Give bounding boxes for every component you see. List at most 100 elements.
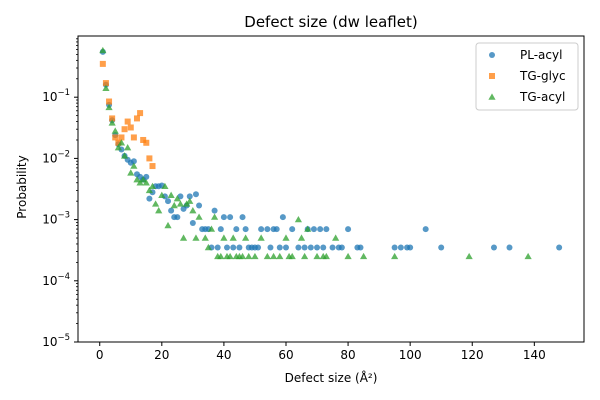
data-point xyxy=(186,197,194,204)
data-point xyxy=(146,195,153,202)
data-point xyxy=(391,244,398,251)
data-point xyxy=(329,244,336,251)
data-point xyxy=(344,252,352,260)
legend-frame xyxy=(475,42,579,111)
data-point xyxy=(239,214,246,221)
x-tick-label: 40 xyxy=(216,348,231,362)
legend-item: TG-acyl xyxy=(488,90,565,104)
data-point xyxy=(245,252,253,260)
data-point xyxy=(313,252,321,260)
data-point xyxy=(195,213,203,220)
legend-marker xyxy=(488,93,496,100)
data-point xyxy=(236,244,243,251)
data-point xyxy=(465,252,473,260)
data-point xyxy=(210,213,219,220)
data-point xyxy=(295,244,302,251)
data-point xyxy=(407,244,414,251)
data-point xyxy=(524,252,532,260)
data-point xyxy=(288,252,296,260)
data-point xyxy=(173,195,181,202)
x-tick-label: 80 xyxy=(340,348,355,362)
data-point xyxy=(112,134,119,141)
data-point xyxy=(149,163,156,170)
data-point xyxy=(192,191,199,198)
data-point xyxy=(397,244,404,251)
data-point xyxy=(264,226,271,233)
data-point xyxy=(238,252,247,260)
data-point xyxy=(133,176,141,183)
plot-area: 0 20 40 60 80 100 120 140 10−5 10−4 10−3 10−2 10−1 xyxy=(42,35,585,362)
data-point xyxy=(168,207,175,214)
data-point xyxy=(201,234,209,241)
data-point xyxy=(220,234,228,241)
data-point xyxy=(391,252,399,260)
data-point xyxy=(320,244,327,251)
series-tg-glyc xyxy=(99,60,156,170)
data-point xyxy=(438,244,445,251)
legend-item: PL-acyl xyxy=(489,48,562,62)
data-point xyxy=(304,225,312,232)
data-point xyxy=(133,115,140,122)
data-point xyxy=(345,226,352,233)
data-point xyxy=(207,225,216,232)
data-point xyxy=(301,244,308,251)
data-point xyxy=(359,252,368,260)
data-point xyxy=(118,134,125,141)
data-point xyxy=(143,139,150,146)
data-point xyxy=(109,115,116,122)
y-tick-label: 10−2 xyxy=(42,149,70,165)
data-point xyxy=(282,234,290,241)
data-point xyxy=(307,244,314,251)
data-point xyxy=(146,155,153,162)
data-point xyxy=(214,244,221,251)
data-point xyxy=(556,244,563,251)
x-tick-label: 60 xyxy=(278,348,293,362)
data-point xyxy=(220,214,227,221)
data-point xyxy=(179,234,188,241)
data-point xyxy=(158,191,166,198)
data-point xyxy=(161,182,169,190)
data-point xyxy=(276,244,283,251)
data-point xyxy=(258,226,265,233)
data-point xyxy=(137,110,144,117)
legend-marker xyxy=(489,73,495,79)
data-point xyxy=(332,234,340,241)
data-point xyxy=(130,134,137,141)
y-tick-label: 10−5 xyxy=(42,333,70,349)
data-point xyxy=(257,234,265,241)
data-point xyxy=(227,214,234,221)
data-point xyxy=(124,144,132,151)
data-point xyxy=(105,103,113,111)
data-point xyxy=(167,191,175,198)
data-point xyxy=(273,226,280,233)
data-point xyxy=(251,252,259,260)
data-point xyxy=(164,221,172,229)
data-point xyxy=(99,46,107,54)
data-point xyxy=(294,216,303,223)
data-point xyxy=(301,252,309,260)
legend-label: TG-glyc xyxy=(519,69,566,83)
data-point xyxy=(143,173,150,180)
data-point xyxy=(310,226,317,233)
x-tick-label: 120 xyxy=(461,348,484,362)
data-point xyxy=(127,124,134,131)
data-point xyxy=(189,219,196,226)
data-point xyxy=(130,158,137,165)
data-point xyxy=(174,214,181,221)
data-point xyxy=(422,226,429,233)
data-point xyxy=(142,179,150,186)
data-point xyxy=(506,244,513,251)
data-point xyxy=(140,136,147,143)
legend-marker xyxy=(489,52,495,58)
data-point xyxy=(224,244,231,251)
data-point xyxy=(155,207,163,214)
data-point xyxy=(120,152,129,159)
legend-label: TG-acyl xyxy=(519,90,565,104)
data-point xyxy=(148,182,157,190)
data-point xyxy=(124,118,131,125)
x-tick-label: 140 xyxy=(523,348,546,362)
y-tick-label: 10−3 xyxy=(42,211,70,227)
data-point xyxy=(211,207,218,214)
chart-title: Defect size (dw leaflet) xyxy=(244,13,417,31)
